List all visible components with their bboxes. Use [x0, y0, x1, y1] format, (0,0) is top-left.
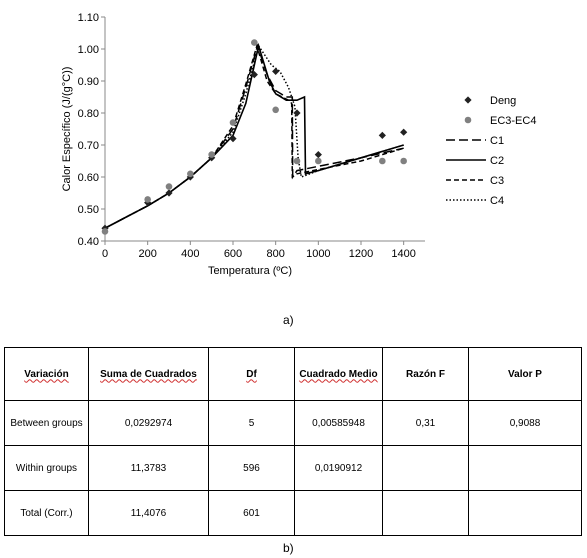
- x-axis-label: Temperatura (ºC): [208, 265, 292, 277]
- y-tick-label: 0.70: [78, 140, 99, 152]
- legend-label-ec3-ec4: EC3-EC4: [490, 115, 536, 127]
- series-line-c4: [104, 44, 404, 229]
- cell-variacion: Between groups: [4, 400, 89, 446]
- header-variacion: Variación: [4, 347, 89, 401]
- data-point-ec3-ec4: [400, 157, 407, 165]
- cell-variacion: Total (Corr.): [4, 490, 89, 536]
- cell-df: 5: [208, 400, 295, 446]
- data-point-ec3-ec4: [187, 170, 194, 178]
- header-suma-cuadrados: Suma de Cuadrados: [88, 347, 209, 401]
- cell-suma: 11,3783: [88, 445, 209, 491]
- data-point-deng: [165, 189, 173, 197]
- anova-table: Variación Suma de Cuadrados Df Cuadrado …: [4, 347, 582, 536]
- header-razon-f: Razón F: [382, 347, 469, 401]
- data-point-ec3-ec4: [208, 151, 215, 158]
- cell-suma: 11,4076: [88, 490, 209, 536]
- y-tick-label: 1.00: [78, 44, 99, 56]
- cell-valor-p: [468, 490, 582, 536]
- data-point-deng: [314, 151, 322, 159]
- x-tick-label: 1000: [306, 248, 330, 260]
- data-point-deng: [229, 135, 237, 143]
- cell-df: 601: [208, 490, 295, 536]
- cell-cuadrado-medio: 0,00585948: [294, 400, 383, 446]
- legend-label-c1: C1: [490, 135, 504, 147]
- data-point-ec3-ec4: [101, 228, 109, 235]
- cell-razon-f: 0,31: [382, 400, 469, 446]
- series-line-c3: [104, 43, 404, 229]
- y-tick-label: 0.50: [78, 204, 99, 216]
- data-point-ec3-ec4: [229, 119, 237, 126]
- x-tick-label: 400: [181, 248, 199, 260]
- legend-label-deng: Deng: [490, 95, 516, 107]
- data-point-deng: [378, 131, 386, 139]
- header-cuadrado-medio: Cuadrado Medio: [294, 347, 383, 401]
- header-valor-p: Valor P: [468, 347, 582, 401]
- table-row: Total (Corr.) 11,4076 601: [4, 490, 582, 536]
- cell-df: 596: [208, 445, 295, 491]
- y-tick-label: 0.60: [78, 172, 99, 184]
- cell-cuadrado-medio: 0,0190912: [294, 445, 383, 491]
- y-tick-label: 0.80: [78, 108, 99, 120]
- cell-cuadrado-medio: [294, 490, 383, 536]
- caption-b: b): [283, 541, 294, 555]
- legend-label-c4: C4: [490, 195, 504, 207]
- cell-razon-f: [382, 490, 469, 536]
- y-tick-label: 1.10: [78, 12, 99, 24]
- header-df: Df: [208, 347, 295, 401]
- data-point-ec3-ec4: [315, 157, 322, 165]
- chart-svg: 0.40 0.50 0.60 0.70 0.80 0.90 1.00 1.10 0 200 400 6…: [61, 12, 536, 277]
- x-tick-label: 800: [266, 248, 284, 260]
- legend-marker-deng: [464, 96, 472, 104]
- legend-label-c3: C3: [490, 175, 504, 187]
- cell-variacion: Within groups: [4, 445, 89, 491]
- cell-razon-f: [382, 445, 469, 491]
- y-tick-label: 0.40: [78, 236, 99, 248]
- specific-heat-chart: 0.40 0.50 0.60 0.70 0.80 0.90 1.00 1.10 0 200 400 6…: [61, 12, 536, 277]
- data-point-ec3-ec4: [144, 196, 151, 203]
- data-point-ec3-ec4: [251, 39, 258, 46]
- table-row: Within groups 11,3783 596 0,0190912: [4, 445, 582, 491]
- data-point-deng: [293, 109, 301, 117]
- cell-suma: 0,0292974: [88, 400, 209, 446]
- y-axis-label: Calor Específico (J/(g°C)): [61, 67, 73, 192]
- data-point-deng: [250, 71, 258, 79]
- y-tick-label: 0.90: [78, 76, 99, 88]
- x-tick-label: 1200: [349, 248, 373, 260]
- x-tick-label: 600: [224, 248, 242, 260]
- data-point-deng: [400, 128, 408, 136]
- legend-marker-ec3-ec4: [464, 116, 472, 124]
- data-point-ec3-ec4: [272, 106, 279, 114]
- x-tick-label: 0: [102, 248, 108, 260]
- cell-valor-p: [468, 445, 582, 491]
- data-point-deng: [272, 67, 280, 75]
- x-tick-label: 200: [138, 248, 156, 260]
- table-header-row: Variación Suma de Cuadrados Df Cuadrado …: [4, 347, 582, 401]
- data-point-ec3-ec4: [165, 183, 173, 190]
- caption-a: a): [283, 313, 294, 327]
- table-row: Between groups 0,0292974 5 0,00585948 0,…: [4, 400, 582, 446]
- legend-label-c2: C2: [490, 155, 504, 167]
- data-point-ec3-ec4: [293, 157, 301, 165]
- cell-valor-p: 0,9088: [468, 400, 582, 446]
- data-point-ec3-ec4: [379, 157, 386, 165]
- x-tick-label: 1400: [391, 248, 415, 260]
